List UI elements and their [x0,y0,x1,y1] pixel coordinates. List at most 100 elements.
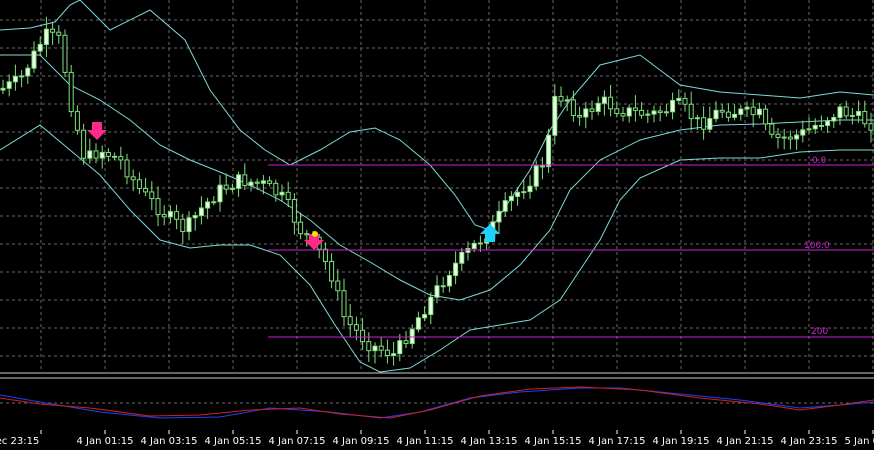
candle-body [614,108,620,114]
buy-arrow [480,224,500,242]
candle-body [651,110,657,115]
candle-body [657,110,663,114]
time-label: 4 Jan 17:15 [589,436,646,447]
candle-body [174,211,180,220]
candle-body [601,96,607,104]
candle-body [186,217,192,233]
candle-body [205,201,211,209]
candle-body [378,345,384,351]
candles [0,16,874,366]
candle-body [285,191,291,201]
candle-body [676,97,682,101]
candle-body [440,285,446,288]
candle-body [477,242,483,245]
candle-body [539,165,545,168]
indicator-red [0,386,874,419]
candle-body [124,159,130,178]
candle-body [50,28,56,33]
time-label: 4 Jan 11:15 [397,436,454,447]
candle-body [304,233,310,236]
candle-body [732,113,738,118]
sell-arrow [304,234,324,250]
time-label: 4 Jan 13:15 [461,436,518,447]
candle-body [403,340,409,345]
candle-body [248,181,254,187]
candle-body [527,185,533,193]
candle-body [136,179,142,189]
candle-body [62,34,68,73]
time-label: 4 Jan 15:15 [525,436,582,447]
candle-body [756,108,762,116]
candle-body [570,99,576,116]
candle-body [31,50,37,69]
candle-body [43,28,49,45]
indicator-blue [0,387,874,419]
time-label: Dec 23:15 [0,436,39,447]
candle-body [707,118,713,130]
candle-body [322,248,328,262]
candle-body [298,221,304,235]
sell-arrow [87,122,107,140]
candle-body [25,67,31,77]
candle-body [552,95,558,136]
candle-body [738,108,744,115]
signal-dot [312,231,318,237]
candle-body [508,195,514,202]
candle-body [6,81,12,89]
candle-body [81,129,87,159]
bollinger-middle [0,54,874,301]
candle-body [397,340,403,355]
candle-body [353,324,359,331]
candle-body [775,133,781,138]
candle-body [347,316,353,326]
candle-body [422,314,428,319]
candle-body [663,111,669,114]
bollinger-lower [0,124,874,373]
candle-body [620,112,626,117]
candle-body [694,117,700,120]
candle-body [99,152,105,159]
candle-body [19,75,25,78]
candle-body [93,150,99,159]
candle-body [372,345,378,352]
time-label: 4 Jan 05:15 [205,436,262,447]
candle-body [868,123,874,131]
candle-body [118,156,124,161]
candle-body [769,123,775,135]
candle-body [223,184,229,190]
candle-body [682,97,688,105]
candle-body [744,106,750,110]
candle-body [558,95,564,102]
fibo-label: 200 [811,327,828,337]
candle-body [818,124,824,127]
candle-body [143,187,149,193]
candle-body [725,111,731,118]
candle-body [608,96,614,110]
time-label: 4 Jan 19:15 [653,436,710,447]
candle-body [521,191,527,194]
candle-body [217,184,223,203]
candle-body [446,275,452,287]
candle-body [862,110,868,125]
candle-body [645,113,651,116]
candle-body [198,207,204,217]
candle-body [155,198,161,216]
time-label: 4 Jan 09:15 [333,436,390,447]
candle-body [335,280,341,292]
candle-body [781,136,787,139]
time-label: 4 Jan 21:15 [717,436,774,447]
candle-body [849,114,855,117]
grid [0,0,874,372]
candle-body [167,211,173,218]
fibo-label: 100.0 [804,241,830,251]
candle-body [56,31,62,36]
candle-body [254,181,260,184]
candle-body [211,201,217,204]
candle-body [806,128,812,131]
candle-body [341,290,347,318]
candle-body [409,328,415,345]
candle-body [812,124,818,130]
time-axis: Dec 23:15 4 Jan 01:15 4 Jan 03:15 4 Jan 05:… [0,430,874,447]
